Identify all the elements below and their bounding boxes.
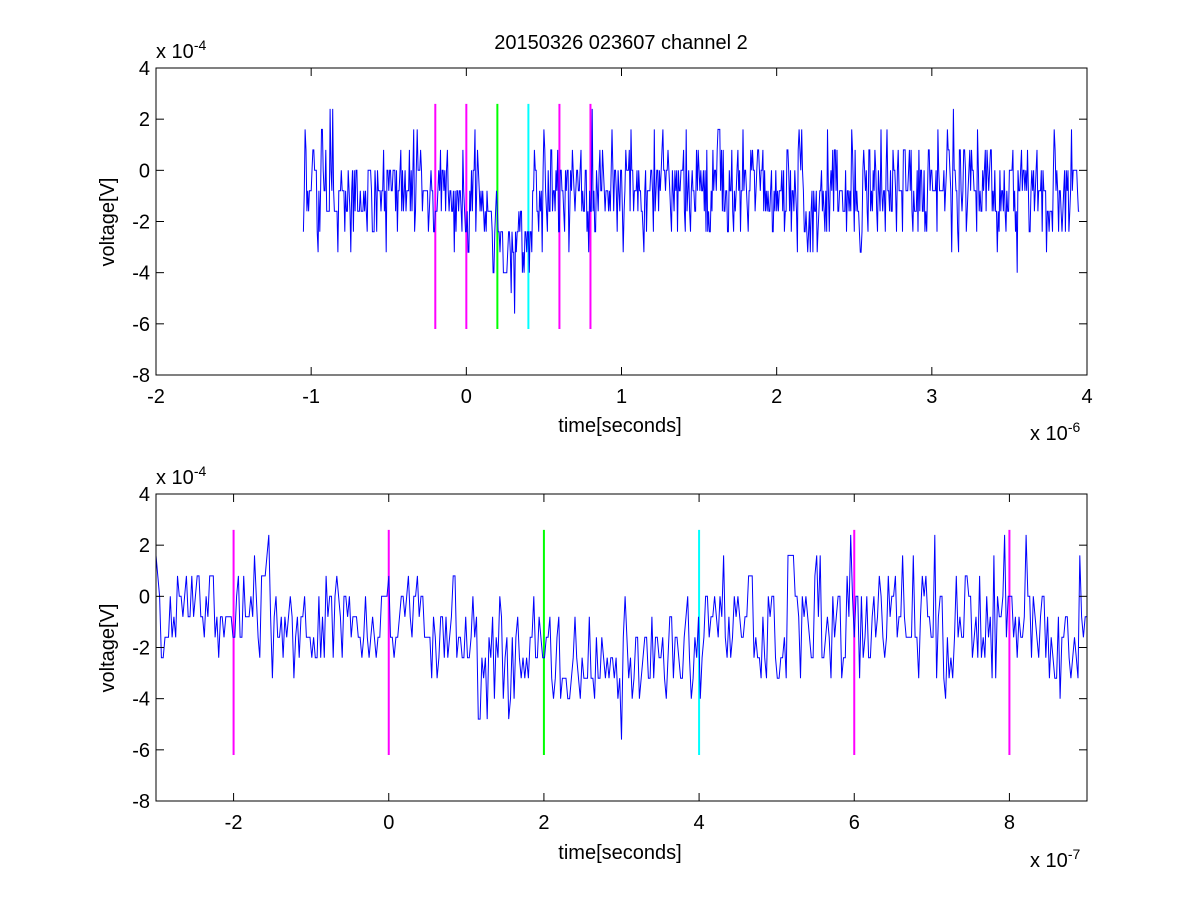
- plot-top-xtick-label: 4: [1081, 386, 1092, 408]
- plot-bottom: -2 0 2 4 6 8 4 2 0 -2 -4 -6 -8 time[seconds] voltage…: [97, 463, 1088, 872]
- plot-bottom-ticks: -2 0 2 4 6 8 4 2 0 -2 -4 -6 -8: [132, 484, 1087, 834]
- plot-bottom-ytick-label: -4: [132, 689, 150, 711]
- plot-top-xtick-label: 0: [461, 386, 472, 408]
- plot-top: -2 -1 0 1 2 3 4 4 2 0 -2 -4 -6 -8 time[seconds] volta…: [97, 37, 1093, 445]
- plot-bottom-ytick-label: 2: [139, 535, 150, 557]
- plot-top-ytick-label: 2: [139, 109, 150, 131]
- plot-top-xtick-label: 1: [616, 386, 627, 408]
- plot-top-xtick-label: 3: [926, 386, 937, 408]
- plot-top-signal-line: [302, 108, 1080, 314]
- plot-bottom-x-exponent-base: x 10: [1030, 850, 1068, 872]
- plot-bottom-ylabel: voltage[V]: [97, 604, 119, 693]
- plot-bottom-xtick-label: 4: [694, 812, 705, 834]
- plot-bottom-xtick-label: 6: [849, 812, 860, 834]
- plot-top-x-exponent: x 10-6: [1030, 419, 1080, 445]
- plot-top-ytick-label: -6: [132, 314, 150, 336]
- plot-top-ytick-label: 0: [139, 160, 150, 182]
- plot-bottom-xtick-label: 8: [1004, 812, 1015, 834]
- plot-bottom-xtick-label: 0: [383, 812, 394, 834]
- plot-bottom-ytick-label: 4: [139, 484, 150, 506]
- plot-top-ytick-label: 4: [139, 58, 150, 80]
- plot-top-x-exponent-base: x 10: [1030, 423, 1068, 445]
- plot-bottom-signal-line: [155, 534, 1087, 740]
- plot-bottom-y-exponent-base: x 10: [156, 467, 194, 489]
- plot-top-axes-box: [155, 67, 1088, 376]
- plot-top-ytick-label: -8: [132, 365, 150, 387]
- plot-top-xtick-label: -1: [302, 386, 320, 408]
- plot-bottom-y-exponent-power: -4: [194, 463, 207, 479]
- plot-top-ylabel: voltage[V]: [97, 178, 119, 267]
- plot-top-y-exponent: x 10-4: [156, 37, 206, 63]
- plot-bottom-ytick-label: -6: [132, 740, 150, 762]
- plot-top-ytick-label: -4: [132, 263, 150, 285]
- plot-top-ytick-label: -2: [132, 212, 150, 234]
- plot-bottom-x-exponent: x 10-7: [1030, 846, 1080, 872]
- plot-bottom-xlabel: time[seconds]: [558, 842, 681, 864]
- plot-bottom-ytick-label: -8: [132, 791, 150, 813]
- plot-top-xtick-label: -2: [147, 386, 165, 408]
- plot-top-markers: [434, 103, 592, 329]
- plot-bottom-ytick-label: -2: [132, 638, 150, 660]
- figure-title: 20150326 023607 channel 2: [494, 32, 748, 54]
- plot-top-y-exponent-power: -4: [194, 37, 207, 53]
- plot-bottom-xtick-label: -2: [225, 812, 243, 834]
- plot-top-x-exponent-power: -6: [1068, 419, 1081, 435]
- plot-bottom-y-exponent: x 10-4: [156, 463, 206, 489]
- plot-bottom-ytick-label: 0: [139, 586, 150, 608]
- plot-bottom-xtick-label: 2: [538, 812, 549, 834]
- plot-bottom-x-exponent-power: -7: [1068, 846, 1081, 862]
- plot-top-xtick-label: 2: [771, 386, 782, 408]
- plot-top-xlabel: time[seconds]: [558, 415, 681, 437]
- plot-top-y-exponent-base: x 10: [156, 41, 194, 63]
- plot-top-ticks: -2 -1 0 1 2 3 4 4 2 0 -2 -4 -6 -8: [132, 58, 1092, 408]
